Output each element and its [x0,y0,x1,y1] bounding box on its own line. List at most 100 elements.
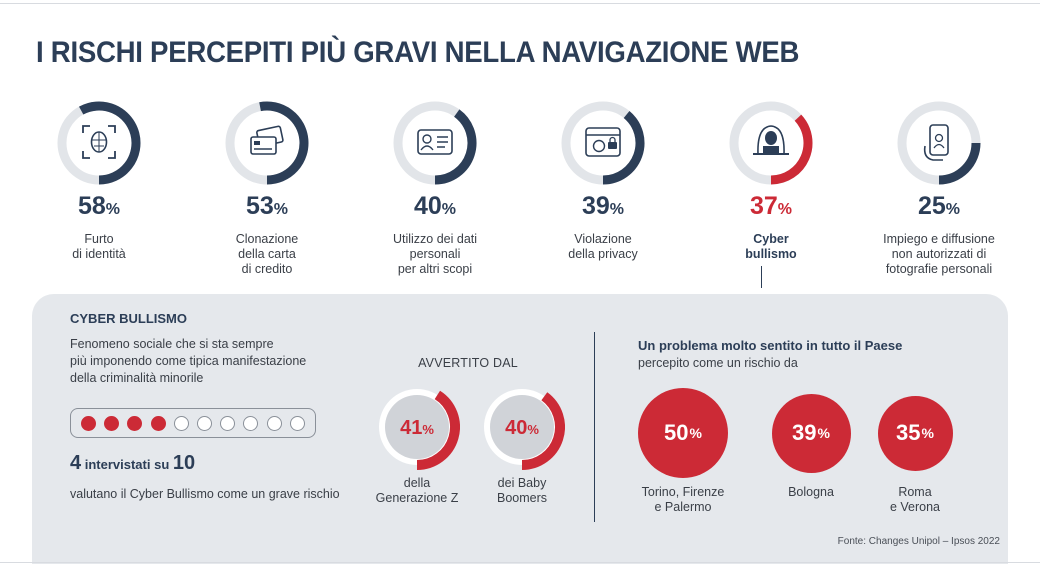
city-label: Roma e Verona [850,485,980,515]
percent-sign: % [817,425,830,441]
ratio-dot-empty [266,416,282,431]
label-line: Boomers [496,491,548,505]
bottom-rule [0,562,1040,563]
percent-sign: % [422,422,434,437]
generation-item: 41% della Generazione Z [369,384,465,506]
risk-label: Utilizzo dei dati personali per altri scop… [350,232,520,277]
generation-donut: 40% [484,389,565,470]
cyberbullying-title: CYBER BULLISMO [70,311,187,326]
generation-donut: 41% [379,389,460,470]
city-label: Torino, Firenze e Palermo [618,485,748,515]
face-scan-icon [82,125,116,159]
risk-donut [57,101,141,185]
ratio-mid-text: intervistati su [81,457,173,472]
donut-center [490,395,554,459]
credit-cards-icon [250,125,284,155]
ratio-count: 4 [70,452,82,474]
risk-value: 39 [581,192,610,220]
percent-sign: % [105,201,121,218]
donut-value-arc [259,101,309,185]
risk-donut [897,101,981,185]
label-line: Cyber [753,232,789,246]
ratio-dot-empty [243,416,259,431]
generation-item: 40% dei Baby Boomers [474,384,570,506]
donut-value-arc [938,142,981,185]
risk-value: 25 [917,192,946,220]
label-line: Generazione Z [375,491,459,505]
risk-percentage: 58% [14,192,184,221]
ratio-stat: 4 intervistati su 10 [70,452,195,475]
donut-value-arc [79,101,141,185]
label-line: dei Baby [497,476,547,490]
risk-percentage: 53% [182,192,352,221]
generations-title: AVVERTITO DAL [418,356,518,370]
top-rule [0,3,1040,4]
city-item: 50% Torino, Firenze e Palermo [618,388,748,514]
city-bubble: 35% [877,395,953,471]
risk-donut [561,101,645,185]
risk-value: 53 [245,192,274,220]
ratio-dots [70,408,316,438]
id-card-icon [417,129,453,155]
risk-label: Violazione della privacy [518,232,688,262]
label-line: Furto [84,232,114,246]
label-line: non autorizzati di [891,247,987,261]
privacy-browser-icon [585,127,621,157]
city-bubble: 50% [638,388,728,478]
risk-donut [225,101,309,185]
percent-sign: % [945,201,961,218]
source-note: Fonte: Changes Unipol – Ipsos 2022 [837,536,1000,547]
label-line: della privacy [568,247,638,261]
label-line: Bologna [788,485,834,499]
risk-donut [729,101,813,185]
label-line: Torino, Firenze [641,485,725,499]
ratio-dot-filled [104,416,120,431]
risk-value: 40 [413,192,442,220]
percent-sign: % [527,422,539,437]
generation-value: 41% [400,417,434,439]
ratio-dot-filled [150,416,166,431]
label-line: di identità [72,247,126,261]
ratio-dot-filled [127,416,143,431]
phone-photo-icon [923,124,949,161]
donut-value-arc [770,114,813,185]
risk-item: 40% Utilizzo dei dati personali per altri s… [350,100,520,290]
ratio-dot-empty [289,416,305,431]
city-value: 50 [664,420,689,445]
page-title: I RISCHI PERCEPITI PIÙ GRAVI NELLA NAVIG… [36,36,800,69]
label-line: della carta [238,247,296,261]
donut-value-arc [602,111,645,185]
risk-donut [393,101,477,185]
label-line: Utilizzo dei dati [392,232,478,246]
risk-value: 37 [749,192,778,220]
risk-percentage: 39% [518,192,688,221]
city-bubble: 39% [771,393,851,473]
risk-label: Impiego e diffusione non autorizzati di fo… [854,232,1024,277]
city-value: 35 [896,420,921,445]
risk-item: 39% Violazione della privacy [518,100,688,290]
donut-value-arc [434,109,477,185]
label-line: e Verona [889,500,941,514]
risk-percentage: 40% [350,192,520,221]
cyber-connector-line [761,266,762,288]
risk-label: Clonazione della carta di credito [182,232,352,277]
generation-value: 40% [505,417,539,439]
percent-sign: % [273,201,289,218]
donut-value-arc [416,390,460,470]
label-line: Impiego e diffusione [883,232,995,246]
city-label: Bologna [746,485,876,500]
description-line: più imponendo come tipica manifestazione [70,354,307,368]
risk-item: 37% Cyber bullismo [686,100,856,290]
ratio-dot-empty [197,416,212,431]
ratio-dot-empty [220,416,236,431]
city-item: 39% Bologna [746,388,876,499]
donut-center [385,395,449,459]
ratio-dot-filled [81,416,96,431]
city-item: 35% Roma e Verona [850,388,980,514]
cyberbullying-description: Fenomeno sociale che si sta sempre più i… [70,336,330,387]
risk-item: 25% Impiego e diffusione non autorizzati d… [854,100,1024,290]
country-subtitle: percepito come un rischio da [638,356,798,370]
ratio-total: 10 [172,452,196,474]
label-line: Clonazione [235,232,299,246]
label-line: Roma [898,485,932,499]
